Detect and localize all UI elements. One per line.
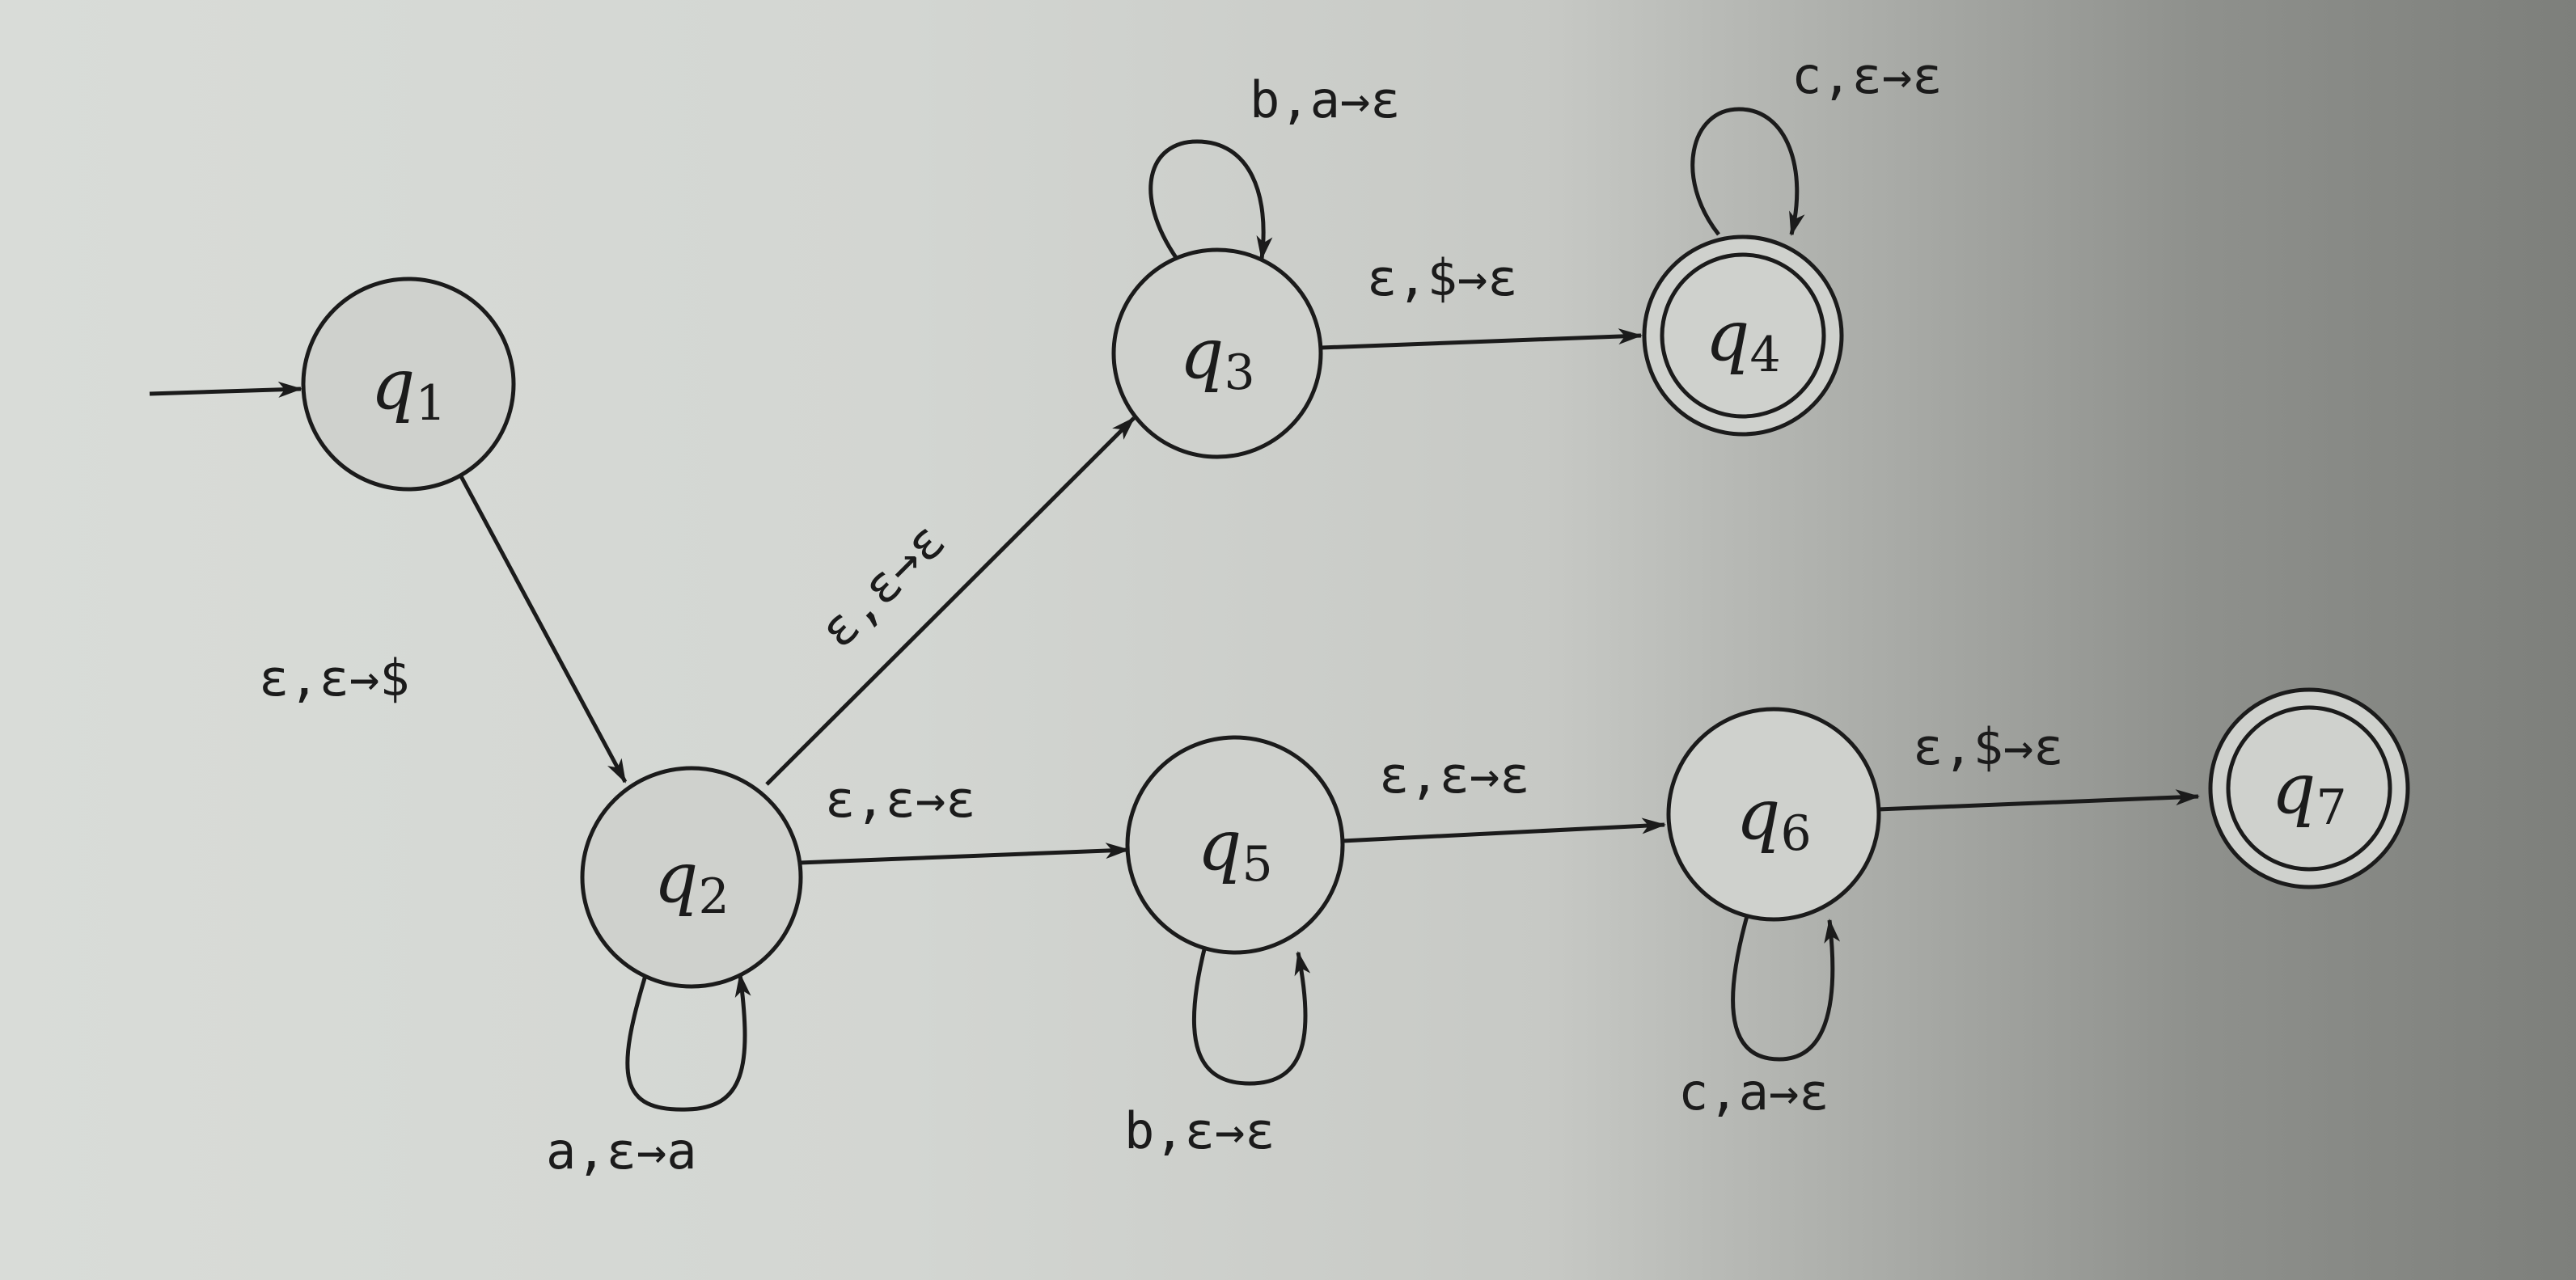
edge-q5-q6 <box>1342 817 1666 843</box>
label-q2-q2: a,ε→a <box>546 1122 697 1181</box>
label-q5-q6: ε,ε→ε <box>1379 746 1530 805</box>
loop-q6 <box>1731 915 1841 1062</box>
state-q6: q6 <box>1666 707 1881 922</box>
label-q6-q6: c,a→ε <box>1678 1062 1829 1122</box>
svg-text:q7: q7 <box>2271 749 2346 836</box>
svg-text:q1: q1 <box>370 344 446 432</box>
edge-q1-q2 <box>459 475 628 784</box>
edge-q2-q5 <box>798 843 1130 865</box>
label-q2-q5: ε,ε→ε <box>825 770 976 829</box>
label-q3-q4: ε,$→ε <box>1367 248 1518 307</box>
svg-text:q3: q3 <box>1179 314 1254 401</box>
edge-q2-q3 <box>765 416 1136 786</box>
loop-q2 <box>625 970 751 1112</box>
state-q3: q3 <box>1111 247 1323 459</box>
loop-q5 <box>1191 945 1311 1086</box>
label-q3-q3: b,a→ε <box>1250 70 1401 129</box>
edge-q3-q4 <box>1320 328 1643 350</box>
state-q2: q2 <box>580 766 803 989</box>
svg-text:q2: q2 <box>654 838 729 925</box>
label-q1-q2: ε,ε→$ <box>259 648 410 708</box>
state-q5: q5 <box>1125 735 1345 955</box>
state-q4: q4 <box>1642 234 1844 437</box>
svg-text:q5: q5 <box>1197 805 1272 893</box>
label-q6-q7: ε,$→ε <box>1913 717 2064 776</box>
svg-text:q4: q4 <box>1705 296 1780 383</box>
state-q1: q1 <box>301 277 516 492</box>
start-arrow <box>149 381 302 398</box>
state-q7: q7 <box>2208 687 2410 889</box>
loop-q4 <box>1690 107 1805 236</box>
label-q5-q5: b,ε→ε <box>1124 1101 1275 1160</box>
svg-text:q6: q6 <box>1736 775 1811 862</box>
edge-q6-q7 <box>1877 789 2200 812</box>
label-q2-q3: ε,ε→ε <box>808 511 957 660</box>
label-q4-q4: c,ε→ε <box>1791 46 1943 105</box>
loop-q3 <box>1148 139 1273 260</box>
